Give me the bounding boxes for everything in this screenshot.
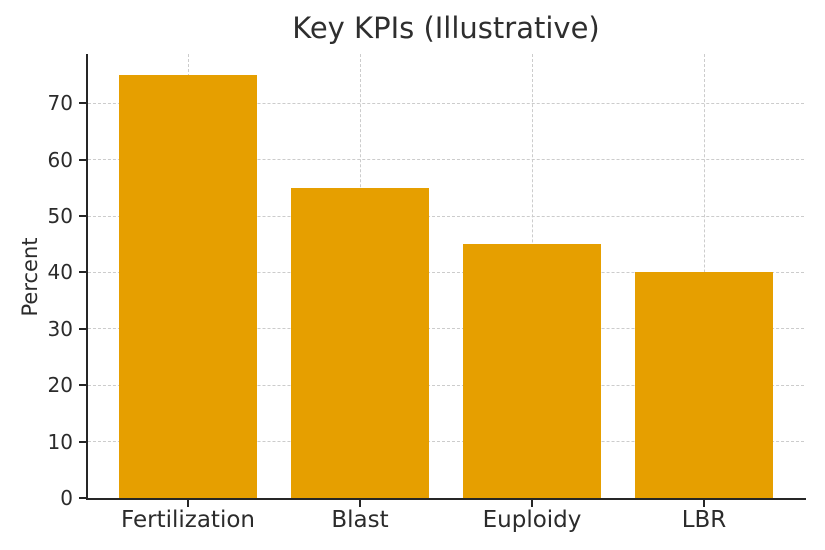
y-tick-label-70: 70 xyxy=(47,91,73,116)
h-gridline-10 xyxy=(88,441,804,443)
h-gridline-50 xyxy=(88,215,804,217)
y-tick-label-20: 20 xyxy=(47,373,73,398)
x-tick-mark-euploidy xyxy=(531,500,533,507)
y-tick-mark-0 xyxy=(79,497,86,499)
h-gridline-70 xyxy=(88,102,804,104)
x-axis-spine xyxy=(86,498,806,500)
y-tick-mark-70 xyxy=(79,102,86,105)
bars-layer xyxy=(88,54,804,498)
y-tick-label-0: 0 xyxy=(60,486,73,510)
x-tick-mark-blast xyxy=(359,500,361,507)
y-tick-mark-10 xyxy=(79,440,86,443)
chart-title: Key KPIs (Illustrative) xyxy=(292,11,600,45)
x-tick-mark-fertilization xyxy=(187,500,189,507)
x-tick-label-blast: Blast xyxy=(331,507,389,533)
y-tick-mark-20 xyxy=(79,384,86,387)
bar-blast xyxy=(291,187,429,498)
y-tick-label-60: 60 xyxy=(47,147,73,172)
h-gridline-60 xyxy=(88,159,804,161)
y-tick-mark-50 xyxy=(79,215,86,218)
plot-area: 0 10 20 30 40 50 60 70 Fertilization Blast Euploi… xyxy=(48,54,806,533)
bar-fertilization xyxy=(119,75,257,498)
y-tick-label-50: 50 xyxy=(47,204,73,229)
x-tick-mark-lbr xyxy=(703,500,705,507)
h-gridline-30 xyxy=(88,328,804,330)
y-ticks-layer: 0 10 20 30 40 50 60 70 xyxy=(48,54,804,510)
bar-euploidy xyxy=(463,244,601,498)
y-tick-label-30: 30 xyxy=(47,316,73,341)
x-tick-label-lbr: LBR xyxy=(681,507,727,533)
h-gridline-40 xyxy=(88,271,804,273)
y-tick-label-40: 40 xyxy=(47,260,73,285)
y-axis-label: Percent xyxy=(18,237,42,317)
y-tick-label-10: 10 xyxy=(47,429,73,454)
x-tick-label-fertilization: Fertilization xyxy=(121,507,255,533)
h-gridline-20 xyxy=(88,384,804,386)
y-tick-mark-40 xyxy=(79,271,86,274)
y-tick-mark-30 xyxy=(79,327,86,330)
x-tick-label-euploidy: Euploidy xyxy=(482,507,582,533)
bar-lbr xyxy=(635,272,773,498)
y-tick-mark-60 xyxy=(79,158,86,161)
y-axis-spine xyxy=(86,54,88,500)
x-ticks-layer: Fertilization Blast Euploidy LBR xyxy=(88,54,804,533)
